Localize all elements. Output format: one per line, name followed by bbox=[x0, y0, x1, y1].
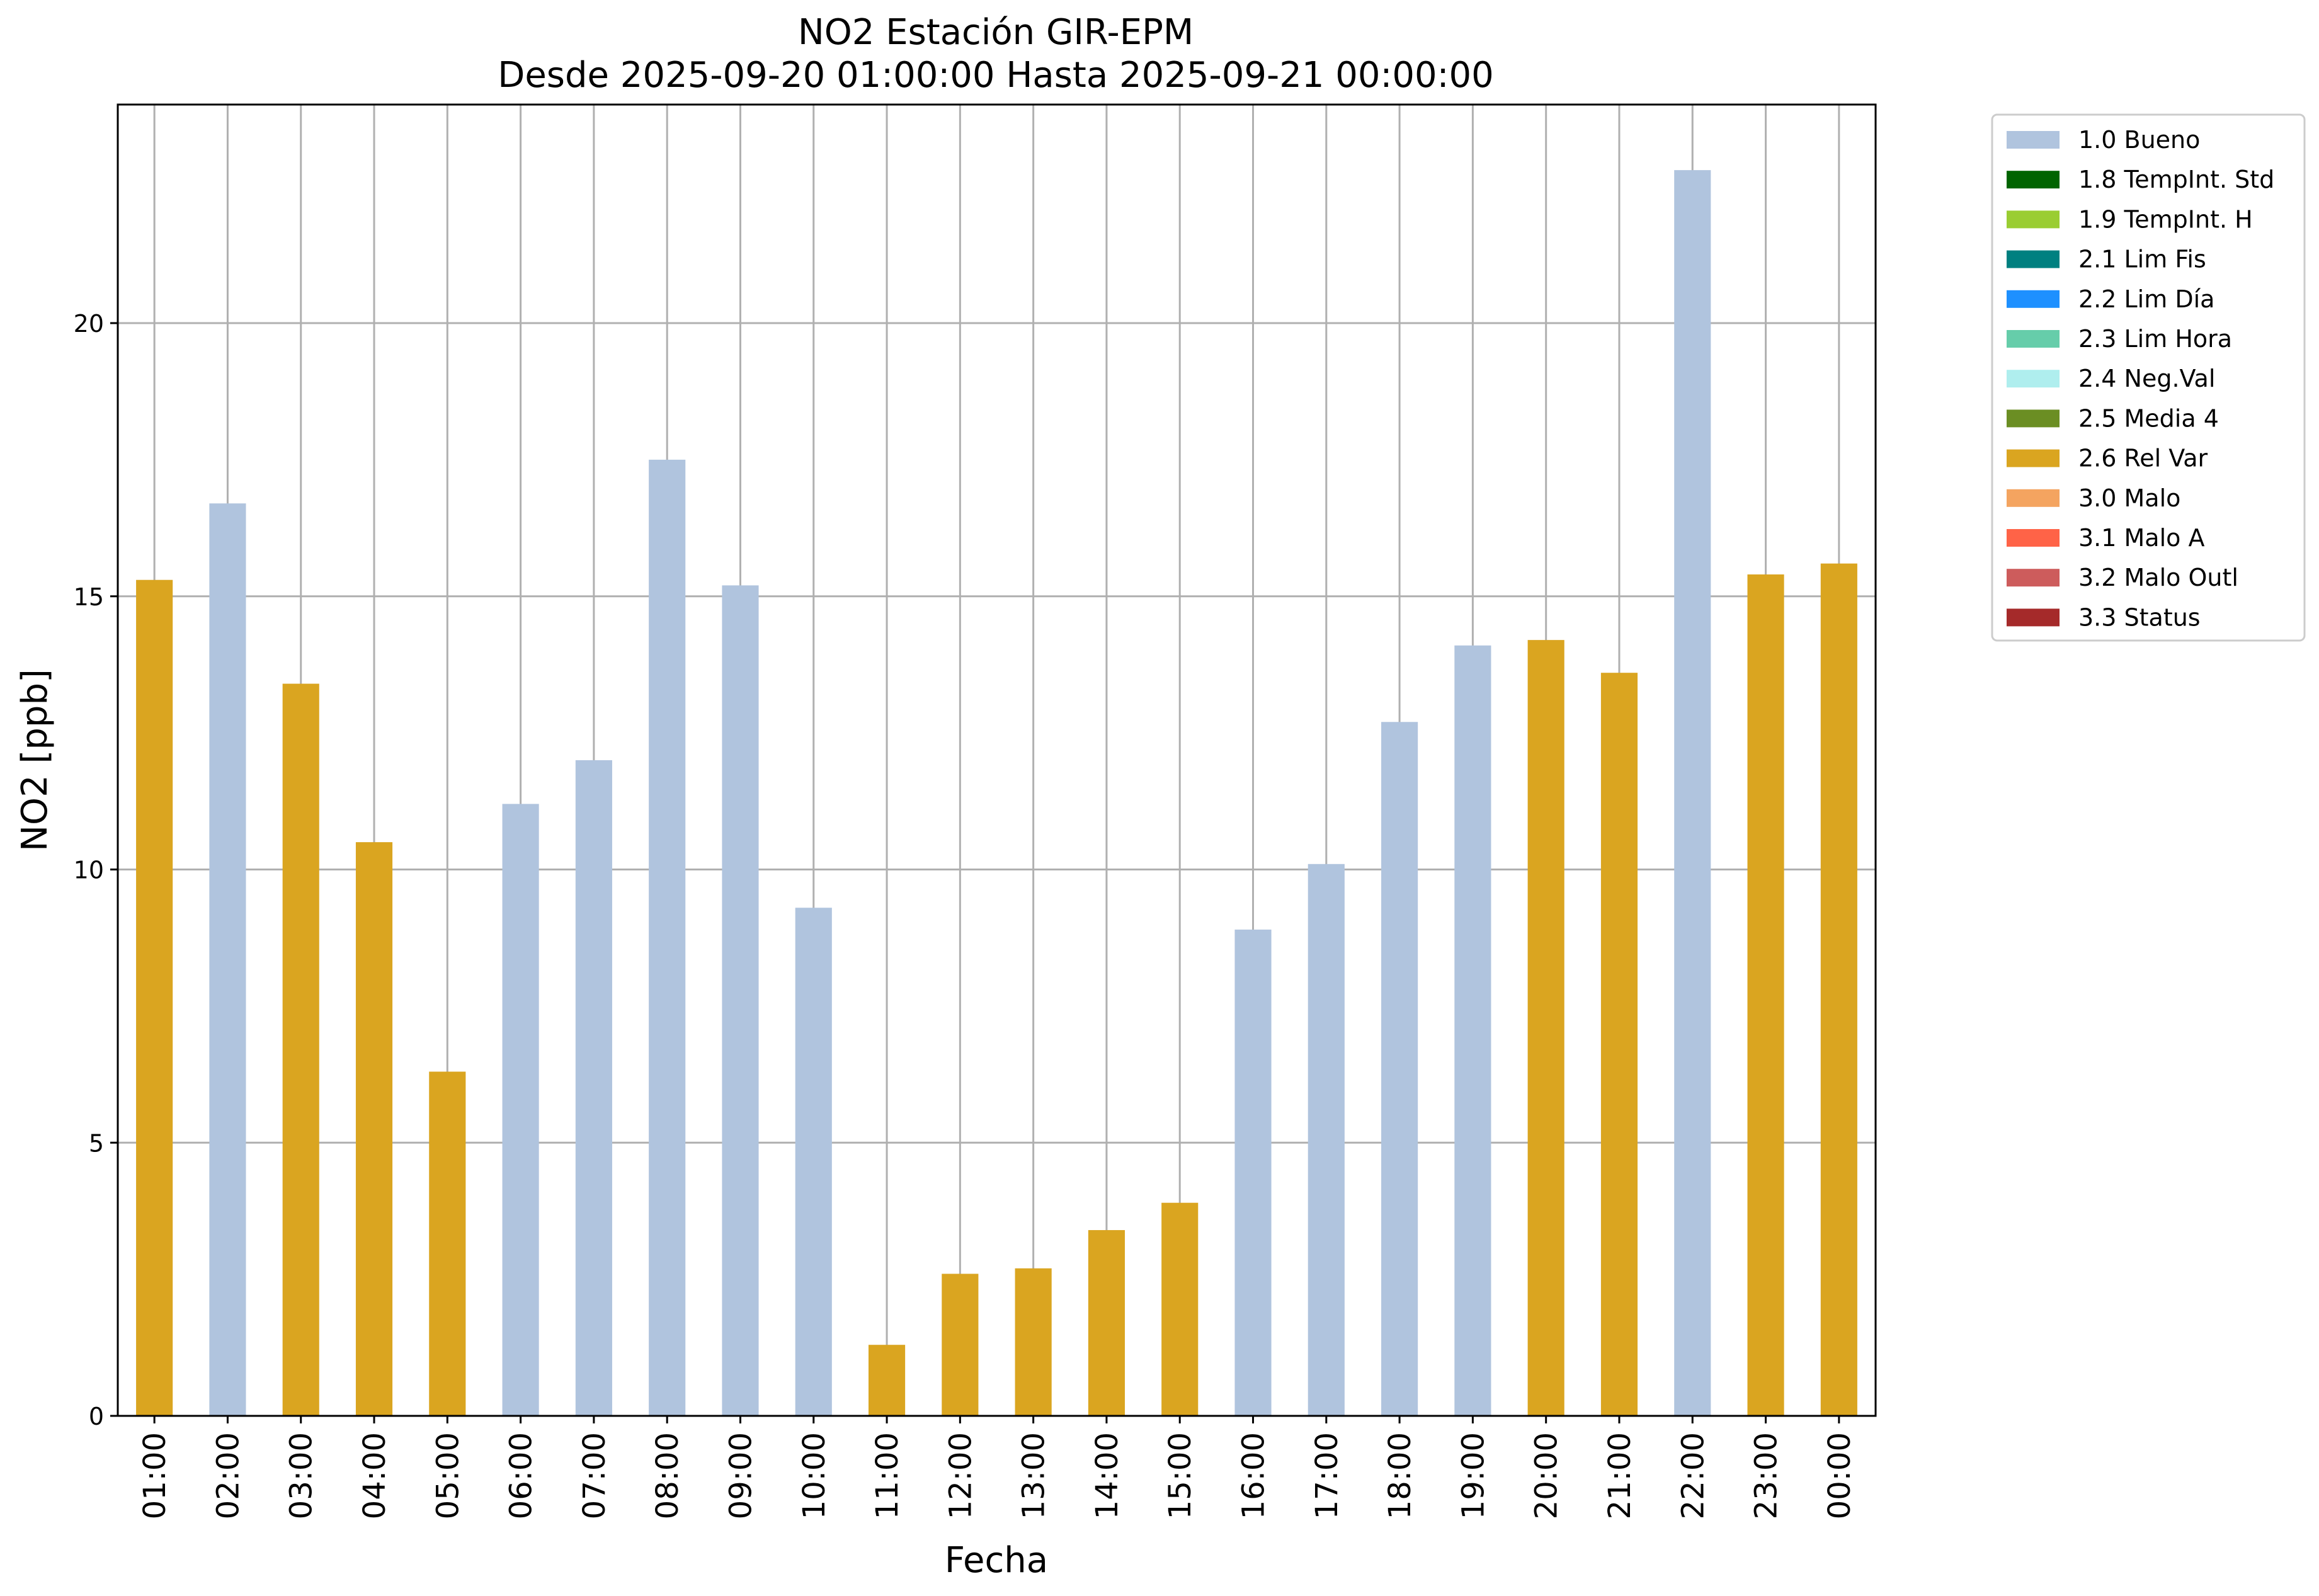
y-tick-label: 10 bbox=[74, 857, 104, 884]
bar-1800 bbox=[1381, 722, 1418, 1416]
x-tick-label: 21:00 bbox=[1602, 1432, 1638, 1519]
bar-1700 bbox=[1308, 864, 1345, 1416]
legend-items: 1.0 Bueno 1.8 TempInt. Std 1.9 TempInt. H 2… bbox=[2007, 126, 2274, 631]
legend-swatch bbox=[2007, 330, 2060, 348]
x-gridlines bbox=[153, 105, 1840, 1416]
legend-swatch bbox=[2007, 449, 2060, 467]
x-tick-label: 15:00 bbox=[1163, 1432, 1198, 1519]
bar-1600 bbox=[1234, 929, 1272, 1416]
bar-2100 bbox=[1600, 673, 1638, 1416]
x-tick-label: 18:00 bbox=[1382, 1432, 1418, 1519]
x-tick-label: 09:00 bbox=[723, 1432, 758, 1519]
legend-label: 3.0 Malo bbox=[2078, 484, 2180, 512]
x-axis-label: Fecha bbox=[945, 1540, 1048, 1581]
x-tick-label: 03:00 bbox=[284, 1432, 319, 1519]
legend: 1.0 Bueno 1.8 TempInt. Std 1.9 TempInt. H 2… bbox=[1991, 113, 2306, 642]
y-axis: 0 5 10 15 20 bbox=[74, 310, 118, 1430]
bar-0700 bbox=[575, 760, 612, 1416]
x-tick-label: 23:00 bbox=[1749, 1432, 1784, 1519]
y-tick-label: 15 bbox=[74, 583, 104, 611]
legend-swatch bbox=[2007, 250, 2060, 268]
legend-label: 2.2 Lim Día bbox=[2078, 285, 2214, 313]
legend-label: 3.1 Malo A bbox=[2078, 524, 2204, 552]
x-tick-label: 13:00 bbox=[1017, 1432, 1052, 1519]
bar-0600 bbox=[502, 804, 539, 1416]
bar-0100 bbox=[136, 579, 173, 1416]
chart-subtitle: Desde 2025-09-20 01:00:00 Hasta 2025-09-… bbox=[498, 55, 1494, 96]
legend-label: 2.5 Media 4 bbox=[2078, 404, 2219, 432]
x-tick-label: 17:00 bbox=[1309, 1432, 1345, 1519]
bar-2300 bbox=[1747, 574, 1784, 1416]
y-tick-label: 20 bbox=[74, 310, 104, 338]
x-tick-label: 02:00 bbox=[210, 1432, 246, 1519]
legend-swatch bbox=[2007, 171, 2060, 189]
legend-swatch bbox=[2007, 608, 2060, 627]
bar-0500 bbox=[429, 1071, 466, 1416]
legend-label: 3.2 Malo Outl bbox=[2078, 564, 2238, 591]
legend-swatch bbox=[2007, 489, 2060, 507]
legend-frame bbox=[1991, 113, 2306, 642]
legend-label: 2.4 Neg.Val bbox=[2078, 365, 2215, 392]
x-tick-label: 06:00 bbox=[504, 1432, 539, 1519]
bars bbox=[136, 170, 1857, 1416]
bar-2200 bbox=[1674, 170, 1711, 1416]
legend-label: 3.3 Status bbox=[2078, 603, 2201, 631]
bar-1400 bbox=[1088, 1230, 1125, 1416]
x-tick-label: 01:00 bbox=[137, 1432, 173, 1519]
chart-title: NO2 Estación GIR-EPM bbox=[798, 12, 1194, 53]
legend-label: 2.6 Rel Var bbox=[2078, 445, 2208, 472]
legend-swatch bbox=[2007, 370, 2060, 388]
x-tick-label: 16:00 bbox=[1236, 1432, 1272, 1519]
x-tick-label: 11:00 bbox=[870, 1432, 905, 1519]
bar-1300 bbox=[1015, 1268, 1052, 1416]
bar-1200 bbox=[942, 1274, 979, 1416]
y-tick-label: 5 bbox=[89, 1129, 104, 1157]
plot-area bbox=[117, 103, 1877, 1417]
x-tick-label: 07:00 bbox=[577, 1432, 612, 1519]
plot-frame bbox=[117, 103, 1877, 1417]
x-tick-label: 19:00 bbox=[1456, 1432, 1491, 1519]
y-tick-label: 0 bbox=[89, 1403, 104, 1430]
x-axis: 01:00 02:00 03:00 04:00 05:00 06:00 07:00 08:00… bbox=[137, 1416, 1857, 1519]
legend-swatch bbox=[2007, 290, 2060, 308]
legend-label: 1.9 TempInt. H bbox=[2078, 205, 2253, 233]
x-tick-label: 22:00 bbox=[1675, 1432, 1711, 1519]
x-tick-label: 12:00 bbox=[943, 1432, 978, 1519]
bar-1900 bbox=[1454, 645, 1491, 1416]
bar-0300 bbox=[282, 683, 319, 1416]
legend-swatch bbox=[2007, 529, 2060, 547]
x-tick-label: 05:00 bbox=[430, 1432, 465, 1519]
legend-swatch bbox=[2007, 210, 2060, 229]
bar-0800 bbox=[649, 459, 686, 1416]
bar-0900 bbox=[722, 585, 759, 1416]
legend-label: 1.8 TempInt. Std bbox=[2078, 166, 2274, 193]
bar-1000 bbox=[795, 908, 832, 1416]
bar-2000 bbox=[1527, 640, 1564, 1416]
y-axis-label: NO2 [ppb] bbox=[14, 669, 55, 852]
x-tick-label: 04:00 bbox=[357, 1432, 392, 1519]
legend-label: 2.1 Lim Fis bbox=[2078, 246, 2206, 273]
bar-0200 bbox=[209, 503, 246, 1416]
bar-1500 bbox=[1161, 1202, 1199, 1416]
legend-label: 1.0 Bueno bbox=[2078, 126, 2200, 154]
bar-0000 bbox=[1820, 563, 1857, 1416]
legend-swatch bbox=[2007, 131, 2060, 149]
x-tick-label: 20:00 bbox=[1529, 1432, 1564, 1519]
bar-0400 bbox=[355, 842, 393, 1416]
x-tick-label: 08:00 bbox=[650, 1432, 685, 1519]
x-tick-label: 10:00 bbox=[797, 1432, 832, 1519]
x-tick-label: 00:00 bbox=[1822, 1432, 1857, 1519]
legend-swatch bbox=[2007, 409, 2060, 428]
x-tick-label: 14:00 bbox=[1090, 1432, 1125, 1519]
bar-1100 bbox=[868, 1345, 906, 1416]
legend-swatch bbox=[2007, 569, 2060, 587]
legend-label: 2.3 Lim Hora bbox=[2078, 325, 2232, 353]
